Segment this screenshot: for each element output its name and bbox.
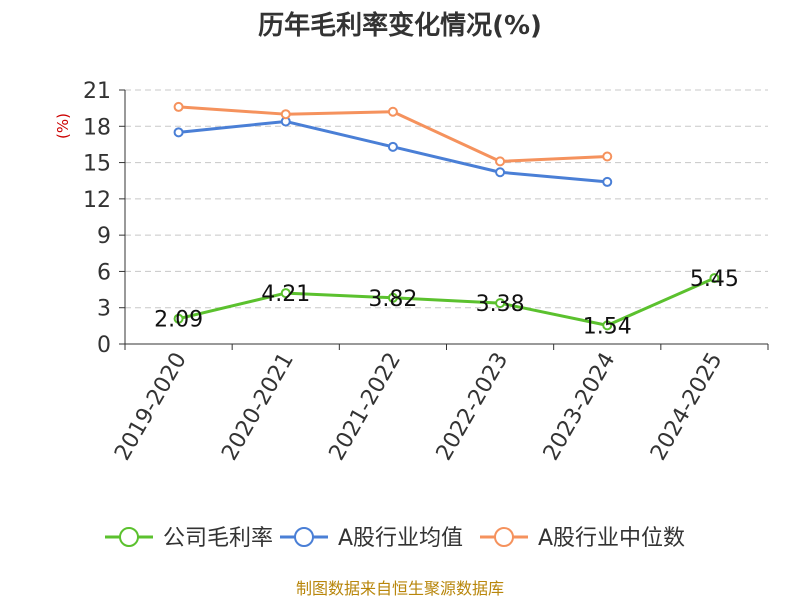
data-point-s2-2 [387,106,398,117]
data-point-s2-0 [173,101,184,112]
data-point-s2-4 [602,151,613,162]
x-tick-label-3: 2022-2023 [432,349,514,465]
grid-lines [125,89,768,309]
legend-label-0: 公司毛利率 [163,526,273,551]
chart-title: 历年毛利率变化情况(%) [258,10,542,41]
y-tick-label-1: 3 [97,297,111,322]
x-tick-label-5: 2024-2025 [646,349,728,465]
legend-marker-0 [119,527,139,547]
x-tick-label-1: 2020-2021 [217,349,299,465]
data-label-s0-0: 2.09 [154,308,203,333]
data-point-s0-5 [709,273,720,284]
data-point-s2-3 [495,156,506,167]
y-axis-unit-label: (%) [54,113,72,139]
data-point-s0-4 [602,320,613,331]
legend-label-2: A股行业中位数 [538,526,685,551]
legend-marker-2 [494,527,514,547]
legend-label-1: A股行业均值 [338,526,463,551]
source-note: 制图数据来自恒生聚源数据库 [296,579,504,598]
y-tick-label-7: 21 [83,79,111,104]
y-tick-label-0: 0 [97,333,111,358]
x-tick-label-2: 2021-2022 [325,348,407,464]
y-tick-label-2: 6 [97,260,111,285]
data-label-s0-3: 3.38 [476,292,525,317]
data-label-s0-1: 4.21 [261,282,310,307]
data-point-s0-3 [495,298,506,309]
x-tick-label-4: 2023-2024 [539,349,621,465]
legend-marker-1 [294,527,314,547]
data-point-s1-4 [602,176,613,187]
y-tick-label-6: 18 [83,115,111,140]
legend: 公司毛利率 A股行业均值 A股行业中位数 [105,526,685,551]
y-tick-label-3: 9 [97,224,111,249]
series-line-0 [178,276,716,327]
data-point-s0-2 [387,292,398,303]
data-label-s0-2: 3.82 [368,287,417,312]
data-label-s0-4: 1.54 [583,314,632,339]
data-point-s1-3 [495,167,506,178]
data-point-s2-1 [280,109,291,120]
data-label-s0-5: 5.45 [690,267,739,292]
series-layer: 2.09 4.21 3.82 3.38 1.54 5.45 [154,101,739,339]
data-point-s1-2 [387,141,398,152]
data-point-s0-1 [280,288,291,299]
y-tick-label-4: 12 [83,188,111,213]
y-tick-label-5: 15 [83,152,111,177]
data-point-s0-0 [173,313,184,324]
data-point-s1-0 [173,127,184,138]
x-tick-label-0: 2019-2020 [110,349,192,465]
